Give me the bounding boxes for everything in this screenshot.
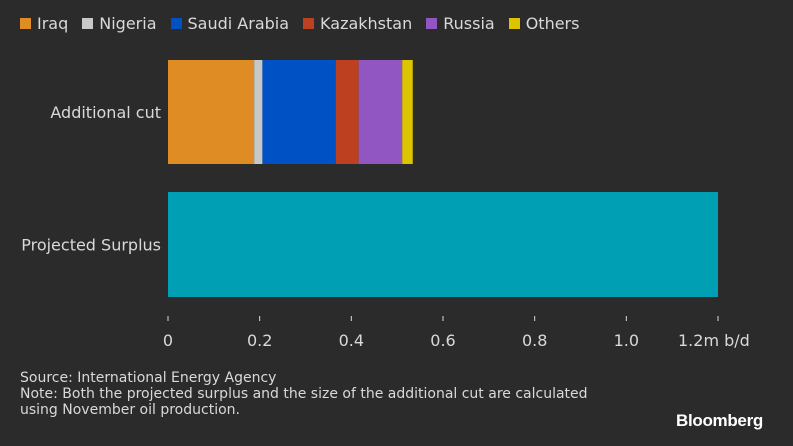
source-text: Source: International Energy Agency: [20, 370, 277, 386]
legend-swatch: [170, 17, 182, 29]
x-tick-label: 0.4: [339, 331, 364, 350]
category-label-additional-cut: Additional cut: [50, 103, 161, 122]
bar-additional-cut-russia: [358, 60, 403, 164]
legend-label: Iraq: [37, 13, 69, 33]
legend-item-others: Others: [508, 13, 580, 33]
legend-item-kazakhstan: Kazakhstan: [303, 14, 412, 33]
chart-legend: Iraq Nigeria Saudi Arabia Kazakhstan Russia O…: [20, 12, 593, 34]
legend-label: Nigeria: [99, 13, 157, 33]
bar-additional-cut-nigeria: [254, 60, 263, 164]
legend-item-saudi-arabia: Saudi Arabia: [170, 13, 290, 33]
bloomberg-logo: Bloomberg: [675, 411, 763, 430]
bar-additional-cut-kazakhstan: [335, 60, 359, 164]
legend-swatch: [20, 17, 31, 29]
x-tick-label: 1.2m b/d: [678, 331, 750, 350]
legend-label: Russia: [443, 13, 495, 33]
note-line-1: Note: Both the projected surplus and the…: [20, 386, 588, 402]
legend-label: Saudi Arabia: [187, 13, 290, 33]
x-tick-label: 1.0: [614, 331, 639, 350]
category-label-projected-surplus: Projected Surplus: [21, 236, 161, 255]
legend-label: Others: [525, 13, 580, 33]
legend-swatch: [82, 17, 94, 29]
legend-item-russia: Russia: [426, 13, 495, 33]
note-line-2: using November oil production.: [20, 402, 240, 418]
legend-item-nigeria: Nigeria: [82, 13, 157, 33]
x-tick-label: 0.2: [247, 331, 272, 350]
bar-chart: Additional cut Projected Surplus 0 0.2 0.4 0.…: [21, 60, 750, 350]
legend-item-iraq: Iraq: [20, 14, 68, 33]
bar-additional-cut-others: [402, 60, 413, 164]
x-tick-label: 0.6: [430, 331, 455, 350]
x-tick-label: 0.8: [522, 331, 547, 350]
bar-additional-cut-iraq: [168, 60, 255, 164]
legend-swatch: [508, 17, 520, 29]
x-tick-label: 0: [163, 331, 173, 350]
legend-swatch: [426, 17, 438, 29]
chart-footer: Source: International Energy Agency Note…: [20, 370, 588, 418]
bar-additional-cut-saudi-arabia: [262, 60, 336, 164]
legend-label: Kazakhstan: [320, 13, 413, 33]
legend-swatch: [303, 17, 315, 29]
bar-projected-surplus-segment-6: [168, 192, 718, 297]
